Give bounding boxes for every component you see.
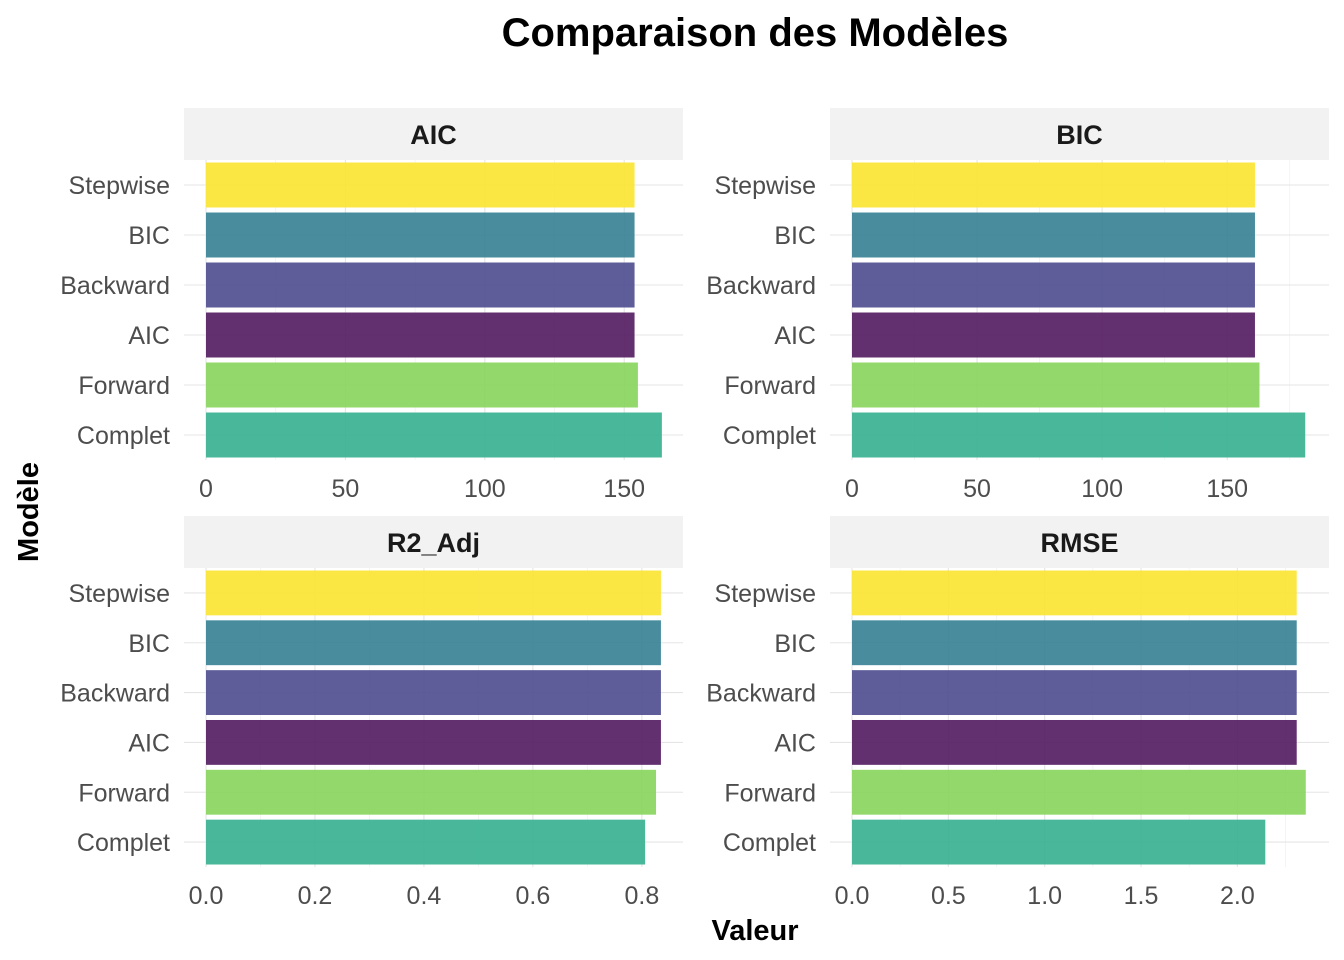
y-tick-label: Backward [60,680,170,708]
bar-complet [206,412,662,458]
x-axis-title: Valeur [711,915,798,947]
bar-complet [206,819,646,865]
facet-strip-label: R2_Adj [387,528,480,558]
bar-aic [852,719,1297,765]
facet-panels: AIC Complet Forward AIC Backward BIC Stepwise 0… [60,108,1329,910]
y-tick-label: Complet [723,422,816,450]
y-tick-label: Stepwise [715,172,816,200]
bar-stepwise [852,162,1255,208]
panel-r2-adj: R2_Adj Complet Forward AIC Backward BIC Stepwi… [60,516,683,910]
facet-strip [184,108,683,160]
x-tick-label: 0 [199,475,213,503]
y-tick-label: BIC [128,630,170,658]
y-tick-label: BIC [774,630,816,658]
y-tick-label: Stepwise [69,580,170,608]
bar-bic [852,620,1297,666]
x-tick-label: 0.4 [407,882,442,910]
y-tick-label: BIC [774,222,816,250]
y-tick-label: BIC [128,222,170,250]
bar-backward [206,262,635,308]
panel-aic: AIC Complet Forward AIC Backward BIC Stepwise 0… [60,108,683,503]
y-tick-label: Forward [724,779,816,807]
x-tick-label: 2.0 [1220,882,1255,910]
bar-forward [852,362,1260,408]
y-tick-label: Backward [60,272,170,300]
y-tick-label: Complet [77,422,170,450]
bar-forward [206,362,638,408]
y-tick-label: AIC [774,729,816,757]
y-tick-label: AIC [774,322,816,350]
facet-strip-label: AIC [410,120,457,150]
bar-backward [206,670,661,716]
bar-bic [206,212,635,258]
panel-bic: BIC Complet Forward AIC Backward BIC Stepwise 0… [706,108,1329,503]
bar-forward [206,769,657,815]
bar-aic [206,312,635,358]
x-tick-label: 100 [1081,475,1123,503]
bar-backward [852,670,1297,716]
bar-forward [852,769,1306,815]
bar-backward [852,262,1255,308]
bar-stepwise [206,570,661,616]
bar-stepwise [206,162,635,208]
bar-bic [852,212,1255,258]
y-tick-label: Forward [78,779,170,807]
y-tick-label: AIC [128,729,170,757]
x-tick-label: 0.0 [189,882,224,910]
x-tick-label: 50 [332,475,360,503]
bar-aic [852,312,1255,358]
x-tick-label: 0.2 [298,882,333,910]
y-tick-label: Backward [706,680,816,708]
facet-strip [830,108,1329,160]
x-tick-label: 150 [1206,475,1248,503]
bar-complet [852,412,1306,458]
bar-stepwise [852,570,1297,616]
chart-title: Comparaison des Modèles [502,11,1009,55]
x-tick-label: 50 [963,475,991,503]
bar-bic [206,620,661,666]
y-tick-label: AIC [128,322,170,350]
y-tick-label: Stepwise [69,172,170,200]
facet-strip-label: RMSE [1040,528,1118,558]
y-tick-label: Stepwise [715,580,816,608]
y-tick-label: Complet [77,829,170,857]
x-tick-label: 0.6 [516,882,551,910]
y-axis-title: Modèle [13,462,45,562]
facet-strip [830,516,1329,568]
y-tick-label: Forward [78,372,170,400]
bar-aic [206,719,661,765]
x-tick-label: 150 [603,475,645,503]
x-tick-label: 0.5 [931,882,966,910]
bar-complet [852,819,1266,865]
x-tick-label: 1.5 [1124,882,1159,910]
facet-strip [184,516,683,568]
y-tick-label: Backward [706,272,816,300]
x-tick-label: 0.0 [835,882,870,910]
x-tick-label: 100 [464,475,506,503]
x-tick-label: 0.8 [624,882,659,910]
panel-rmse: RMSE Complet Forward AIC Backward BIC Stepwise… [706,516,1329,910]
facet-strip-label: BIC [1056,120,1103,150]
x-tick-label: 0 [845,475,859,503]
y-tick-label: Complet [723,829,816,857]
x-tick-label: 1.0 [1027,882,1062,910]
y-tick-label: Forward [724,372,816,400]
